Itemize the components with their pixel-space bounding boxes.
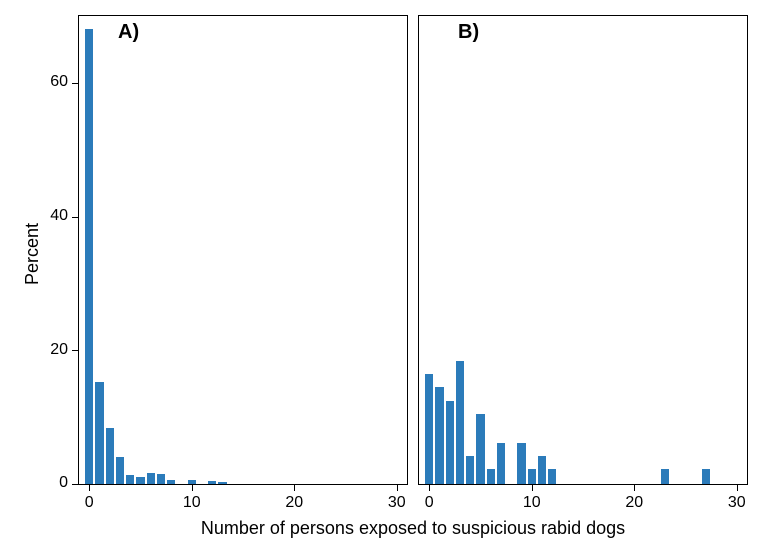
bar bbox=[528, 469, 536, 484]
bar bbox=[517, 443, 525, 484]
bar bbox=[456, 361, 464, 484]
x-axis-label: Number of persons exposed to suspicious … bbox=[78, 518, 748, 539]
panel-title: A) bbox=[118, 21, 139, 44]
bar bbox=[208, 481, 216, 484]
y-tick-label: 60 bbox=[0, 73, 68, 91]
bar bbox=[425, 374, 433, 484]
bar bbox=[126, 475, 134, 484]
bar bbox=[116, 457, 124, 484]
bar bbox=[136, 477, 144, 484]
x-tick-label: 10 bbox=[512, 494, 552, 512]
bar bbox=[188, 480, 196, 484]
bar bbox=[435, 387, 443, 484]
bar bbox=[538, 456, 546, 484]
bar bbox=[702, 469, 710, 484]
x-tick-label: 0 bbox=[69, 494, 109, 512]
panel-b bbox=[418, 15, 748, 485]
bar bbox=[167, 480, 175, 484]
y-tick-label: 20 bbox=[0, 341, 68, 359]
panel-title: B) bbox=[458, 21, 479, 44]
x-tick-label: 20 bbox=[614, 494, 654, 512]
figure-root: A)0102030B)01020300204060PercentNumber o… bbox=[0, 0, 777, 544]
bar bbox=[497, 443, 505, 484]
y-tick-label: 0 bbox=[0, 474, 68, 492]
panel-a bbox=[78, 15, 408, 485]
bar bbox=[147, 473, 155, 484]
bar bbox=[85, 29, 93, 484]
y-axis-label: Percent bbox=[22, 223, 43, 285]
x-tick-label: 30 bbox=[717, 494, 757, 512]
bar bbox=[95, 382, 103, 484]
bar bbox=[106, 428, 114, 484]
x-tick-label: 10 bbox=[172, 494, 212, 512]
x-tick-label: 0 bbox=[409, 494, 449, 512]
bar bbox=[446, 401, 454, 484]
bar bbox=[157, 474, 165, 484]
bar bbox=[548, 469, 556, 484]
bar bbox=[476, 414, 484, 484]
bar bbox=[218, 482, 226, 484]
bar bbox=[487, 469, 495, 484]
bar bbox=[466, 456, 474, 484]
bar bbox=[661, 469, 669, 484]
x-tick-label: 20 bbox=[274, 494, 314, 512]
